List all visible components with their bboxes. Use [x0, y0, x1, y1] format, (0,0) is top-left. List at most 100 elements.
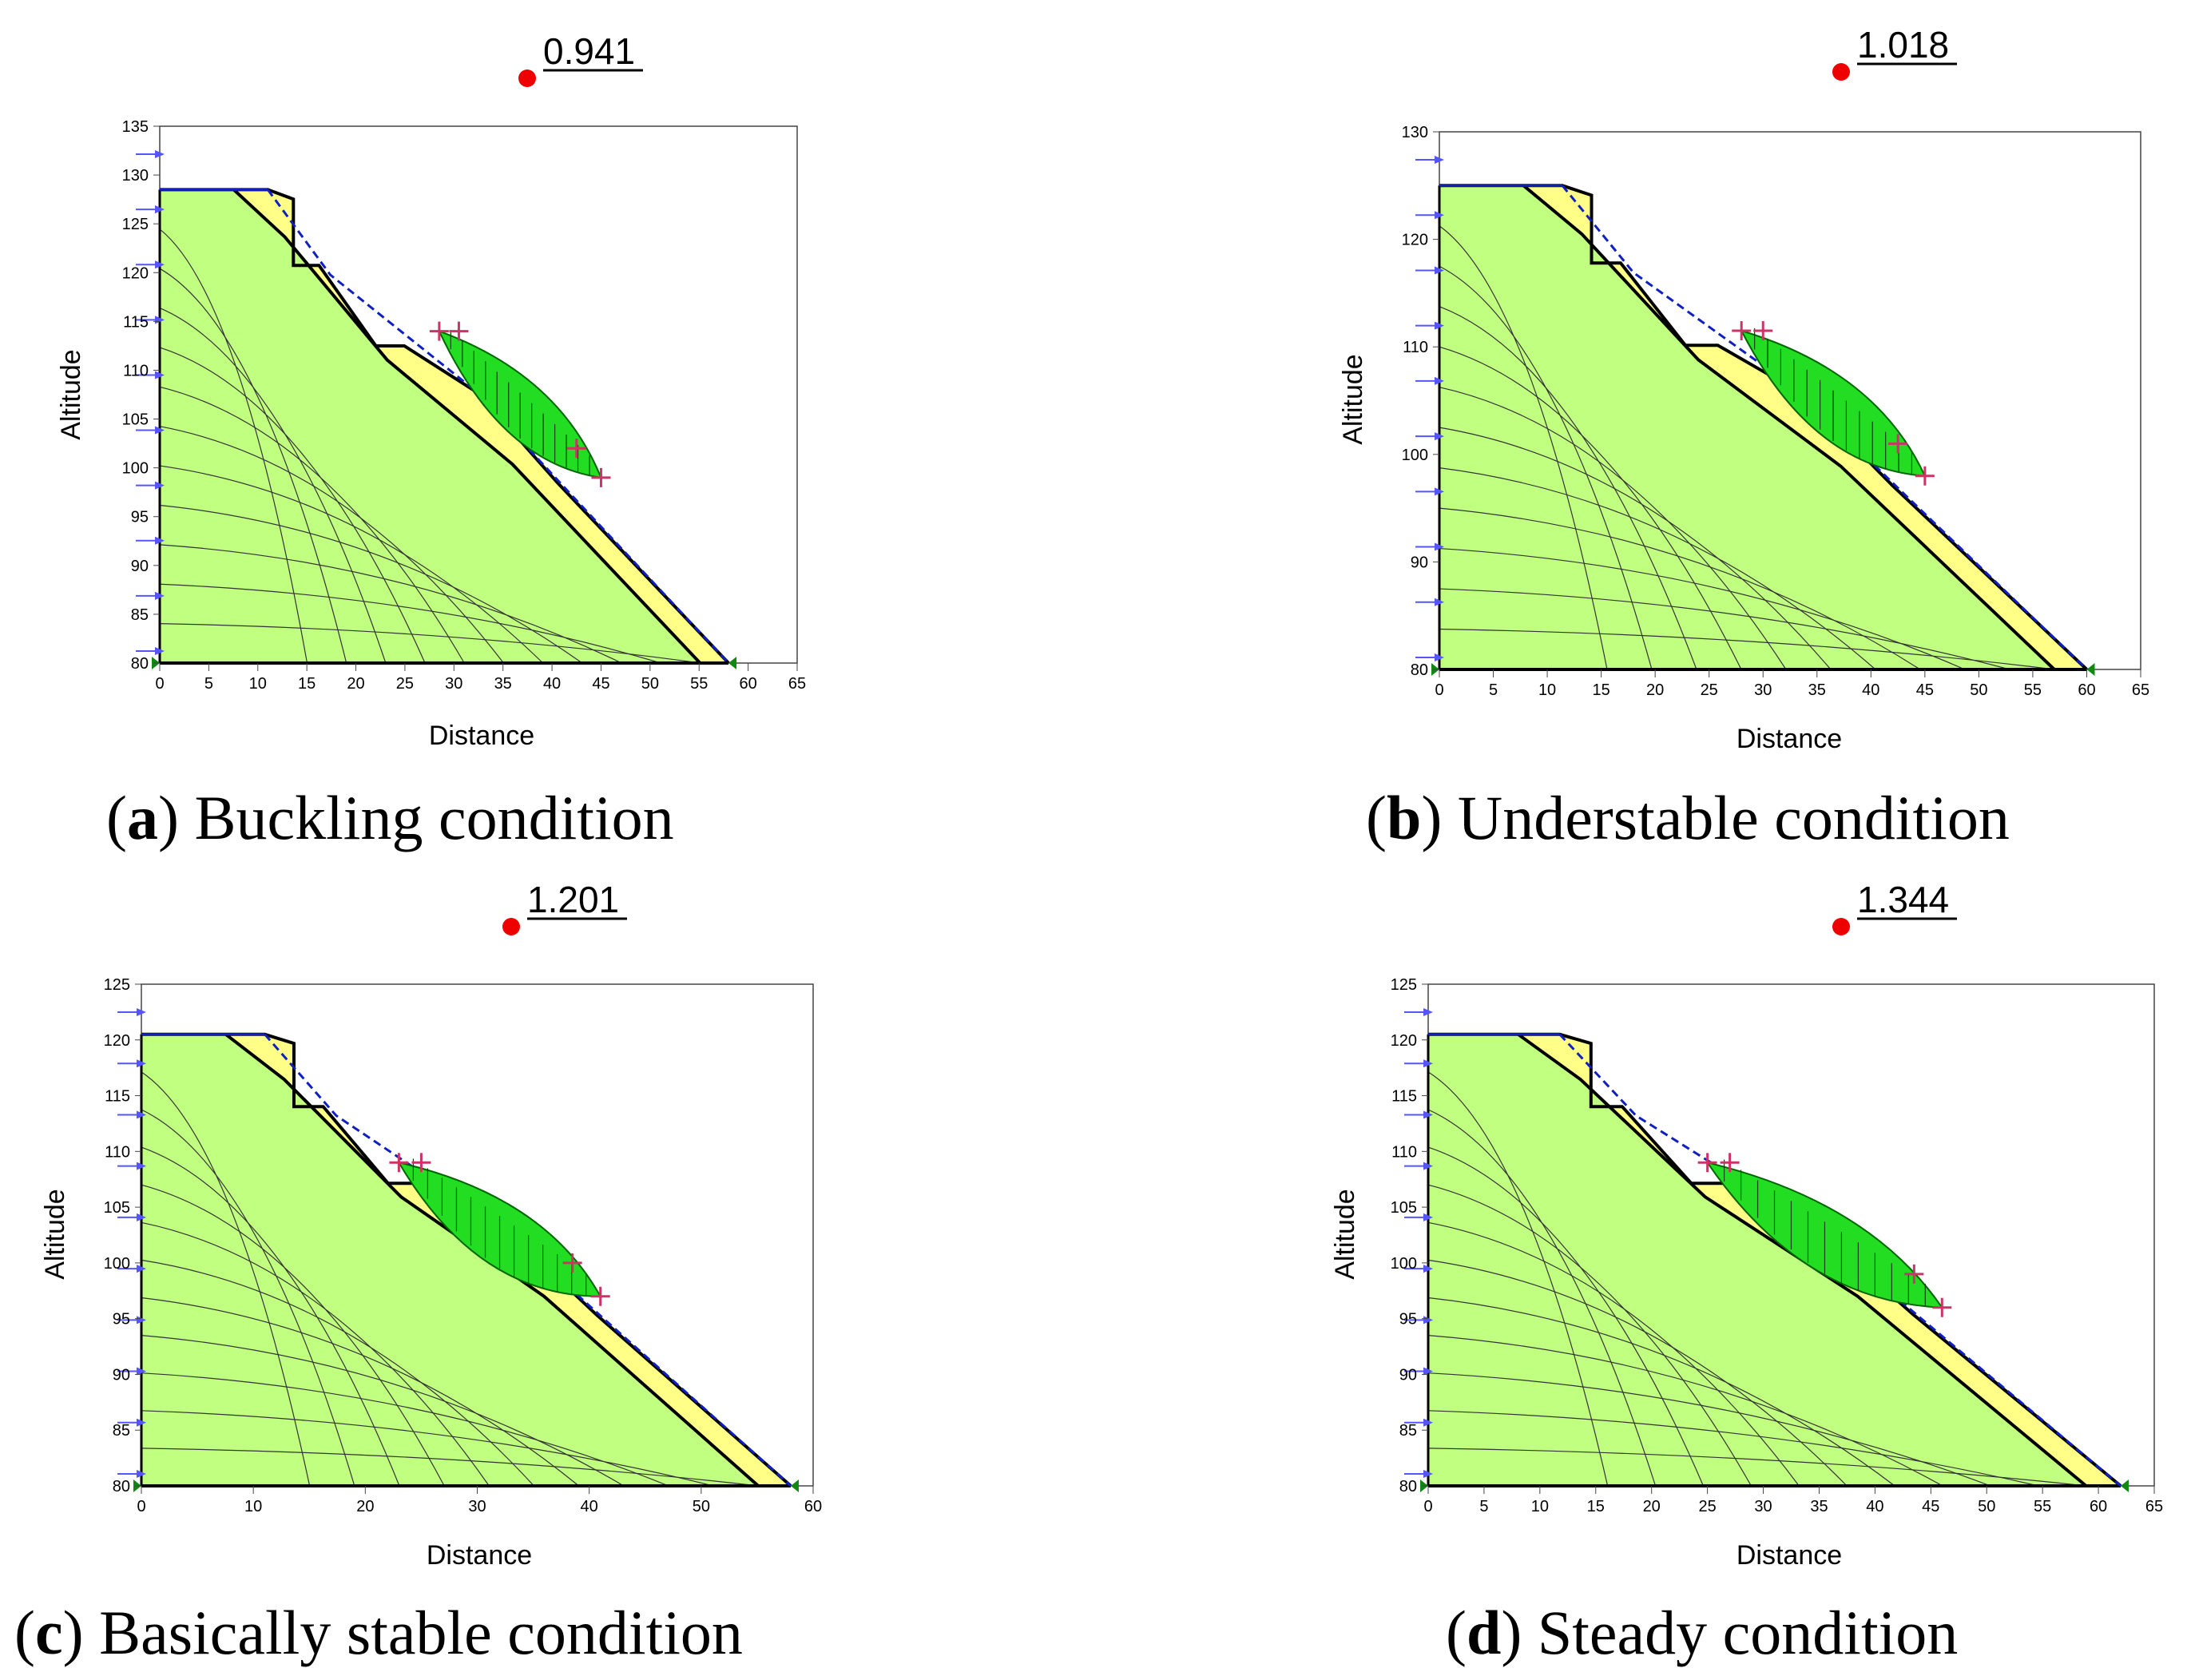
- caption-text: Basically stable condition: [99, 1598, 743, 1667]
- contour-line: [141, 1448, 759, 1487]
- panel-c: 0 10 20 30 40 50 60 80 85 90 95 100 105 110 115 120 125 D…: [14, 879, 822, 1667]
- contour-line: [1439, 588, 2010, 670]
- slip-marker: [1732, 321, 1752, 341]
- contour-line: [159, 426, 504, 664]
- y-tick-label: 115: [105, 1088, 130, 1106]
- bedrock-layer: [1439, 185, 2054, 670]
- x-tick-label: 0: [137, 1498, 145, 1515]
- caption-open: (: [1366, 783, 1387, 852]
- arrow-head: [1423, 1418, 1433, 1427]
- slip-marker: [591, 467, 611, 487]
- x-tick-label: 5: [1489, 681, 1498, 699]
- x-tick-label: 35: [494, 675, 512, 693]
- y-tick-label: 80: [113, 1478, 130, 1495]
- y-tick-label: 100: [1391, 1255, 1417, 1273]
- y-tick-label: 105: [122, 411, 149, 429]
- x-tick-label: 40: [581, 1498, 598, 1515]
- contour-line: [1439, 225, 1608, 670]
- contour-line: [159, 504, 583, 664]
- contour-lines: [1439, 225, 2055, 670]
- x-tick-label: 5: [204, 675, 213, 693]
- slip-slices: [450, 330, 590, 475]
- boundary-arrows: [117, 1008, 146, 1478]
- slip-marker: [562, 1253, 582, 1273]
- x-tick-label: 45: [592, 675, 609, 693]
- panel-caption: (c) Basically stable condition: [14, 1598, 743, 1667]
- contour-line: [1427, 1335, 1943, 1487]
- panel-caption: (d) Steady condition: [1446, 1598, 1958, 1667]
- x-tick-label: 10: [1531, 1498, 1549, 1515]
- slip-slices: [412, 1158, 587, 1296]
- y-axis-label: Altitude: [40, 1189, 70, 1279]
- layer-boundary: [1522, 184, 2056, 671]
- x-tick-label: 45: [1922, 1498, 1939, 1515]
- y-tick-label: 125: [1391, 976, 1417, 994]
- arrow-head: [1423, 1316, 1433, 1325]
- y-tick-label: 90: [131, 558, 149, 575]
- slip-marker: [566, 439, 586, 459]
- x-tick-label: 35: [1808, 681, 1826, 699]
- slip-marker: [449, 321, 469, 341]
- y-tick-label: 90: [113, 1366, 130, 1384]
- x-tick-label: 20: [1646, 681, 1664, 699]
- x-tick-label: 0: [1423, 1498, 1432, 1515]
- x-tick-label: 50: [1978, 1498, 1995, 1515]
- x-axis-label: Distance: [1737, 1540, 1842, 1571]
- y-tick-label: 95: [1399, 1311, 1417, 1329]
- panel-caption: (a) Buckling condition: [106, 783, 674, 852]
- y-tick-label: 105: [1391, 1199, 1417, 1217]
- y-tick-label: 110: [123, 362, 149, 379]
- y-tick-label: 110: [105, 1143, 130, 1161]
- panel-d: 0 5 10 15 20 25 30 35 40 45 50 55 60 65 80 85 90 95 100 105…: [1330, 879, 2163, 1667]
- caption-close: ): [1421, 783, 1457, 852]
- arrow-head: [1435, 211, 1444, 220]
- contour-line: [1439, 427, 1832, 670]
- caption-close: ): [63, 1598, 99, 1667]
- slip-marker: [590, 1286, 610, 1306]
- contour-line: [1427, 1372, 1991, 1487]
- x-tick-label: 40: [1866, 1498, 1883, 1515]
- contour-line: [159, 347, 426, 664]
- contour-line: [141, 1335, 625, 1487]
- x-tick-label: 20: [356, 1498, 374, 1515]
- x-tick-label: 20: [1643, 1498, 1661, 1515]
- y-tick-label: 90: [1411, 554, 1428, 571]
- contour-line: [159, 465, 544, 664]
- y-tick-label: 120: [1402, 232, 1428, 249]
- caption-letter: a: [127, 783, 158, 852]
- y-tick-label: 115: [1391, 1088, 1417, 1106]
- contour-line: [141, 1109, 355, 1487]
- factor-of-safety: 1.344: [1857, 879, 1949, 920]
- slip-marker: [1697, 1153, 1717, 1173]
- contour-line: [1439, 306, 1697, 670]
- contour-line: [141, 1221, 490, 1487]
- arrow-head: [1423, 1265, 1433, 1273]
- panel-b: 0 5 10 15 20 25 30 35 40 45 50 55 60 65 80 90 100 110 120 1…: [1338, 24, 2149, 852]
- boundary-arrows: [1415, 156, 1444, 661]
- x-tick-label: 65: [2132, 681, 2149, 699]
- x-tick-label: 30: [445, 675, 462, 693]
- x-tick-label: 5: [1479, 1498, 1488, 1515]
- x-tick-label: 50: [1970, 681, 1987, 699]
- slip-marker: [1915, 466, 1935, 486]
- arrow-head: [137, 1110, 146, 1119]
- slip-marker: [389, 1153, 409, 1173]
- arrow-head: [1435, 376, 1444, 385]
- contour-line: [159, 228, 308, 664]
- caption-text: Understable condition: [1458, 783, 2010, 852]
- x-tick-label: 60: [2078, 681, 2095, 699]
- x-tick-label: 15: [1592, 681, 1609, 699]
- slip-marker: [1888, 434, 1908, 454]
- contour-line: [159, 308, 387, 664]
- x-tick-label: 10: [244, 1498, 262, 1515]
- y-tick-label: 135: [122, 118, 149, 136]
- caption-open: (: [14, 1598, 35, 1667]
- contour-line: [141, 1372, 669, 1487]
- bedrock-layer: [1428, 1034, 2086, 1486]
- caption-letter: d: [1467, 1598, 1501, 1667]
- arrow-head: [137, 1367, 146, 1376]
- arrow-head: [1435, 542, 1444, 551]
- x-tick-label: 10: [1538, 681, 1556, 699]
- contour-line: [1439, 507, 1921, 670]
- contour-line: [1439, 346, 1742, 670]
